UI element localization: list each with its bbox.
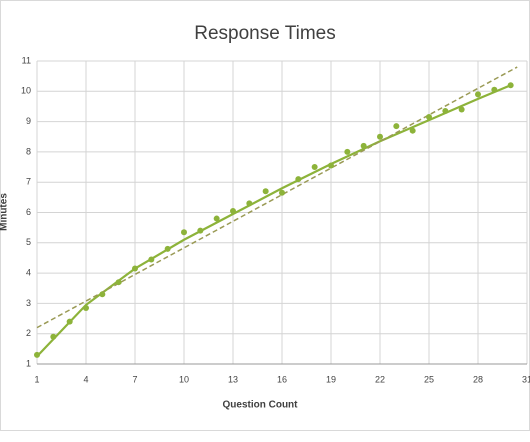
y-tick-label: 9 xyxy=(26,116,31,126)
data-point xyxy=(442,107,449,114)
data-point xyxy=(181,229,187,236)
data-point xyxy=(164,245,171,252)
x-tick-label: 31 xyxy=(522,374,530,384)
data-point xyxy=(197,227,204,234)
y-tick-label: 4 xyxy=(26,267,31,277)
data-point xyxy=(132,265,138,272)
x-tick-label: 16 xyxy=(277,374,287,384)
data-point xyxy=(34,351,40,358)
x-tick-label: 22 xyxy=(375,374,385,384)
data-point xyxy=(213,215,220,222)
chart-title: Response Times xyxy=(194,23,336,44)
x-tick-label: 4 xyxy=(83,374,88,384)
data-point xyxy=(230,207,236,214)
x-tick-label: 1 xyxy=(34,374,39,384)
data-point xyxy=(426,114,432,121)
y-tick-label: 6 xyxy=(26,207,31,217)
data-point xyxy=(475,91,481,98)
x-tick-label: 13 xyxy=(228,374,238,384)
y-tick-label: 11 xyxy=(22,55,31,65)
data-point xyxy=(507,82,514,89)
y-tick-label: 10 xyxy=(21,86,31,96)
data-point xyxy=(262,188,269,195)
data-point xyxy=(66,318,73,325)
x-tick-label: 25 xyxy=(424,374,434,384)
data-point xyxy=(295,176,302,183)
data-point xyxy=(458,106,465,113)
x-tick-label: 10 xyxy=(179,374,189,384)
x-tick-label: 28 xyxy=(473,374,483,384)
data-point xyxy=(328,162,334,169)
y-tick-label: 7 xyxy=(26,177,31,187)
data-point xyxy=(311,164,318,171)
data-point xyxy=(344,148,351,155)
chart-frame xyxy=(0,0,530,431)
data-point xyxy=(279,189,285,196)
data-point xyxy=(148,256,155,263)
data-point xyxy=(377,133,383,140)
x-tick-label: 7 xyxy=(132,374,137,384)
data-point xyxy=(393,123,400,130)
x-axis-label: Question Count xyxy=(223,400,299,411)
y-tick-label: 8 xyxy=(26,146,31,156)
data-point xyxy=(409,127,416,134)
data-point xyxy=(115,279,122,286)
data-point xyxy=(99,291,106,298)
x-tick-label: 19 xyxy=(326,374,336,384)
data-point xyxy=(246,200,253,207)
data-point xyxy=(83,304,89,311)
data-point xyxy=(50,333,57,340)
data-point xyxy=(491,86,498,93)
data-point xyxy=(360,142,367,149)
y-tick-label: 5 xyxy=(26,237,31,247)
y-tick-label: 2 xyxy=(26,328,31,338)
y-axis-label: Minutes xyxy=(0,193,10,231)
y-tick-label: 1 xyxy=(26,358,31,368)
y-tick-label: 3 xyxy=(26,298,31,308)
